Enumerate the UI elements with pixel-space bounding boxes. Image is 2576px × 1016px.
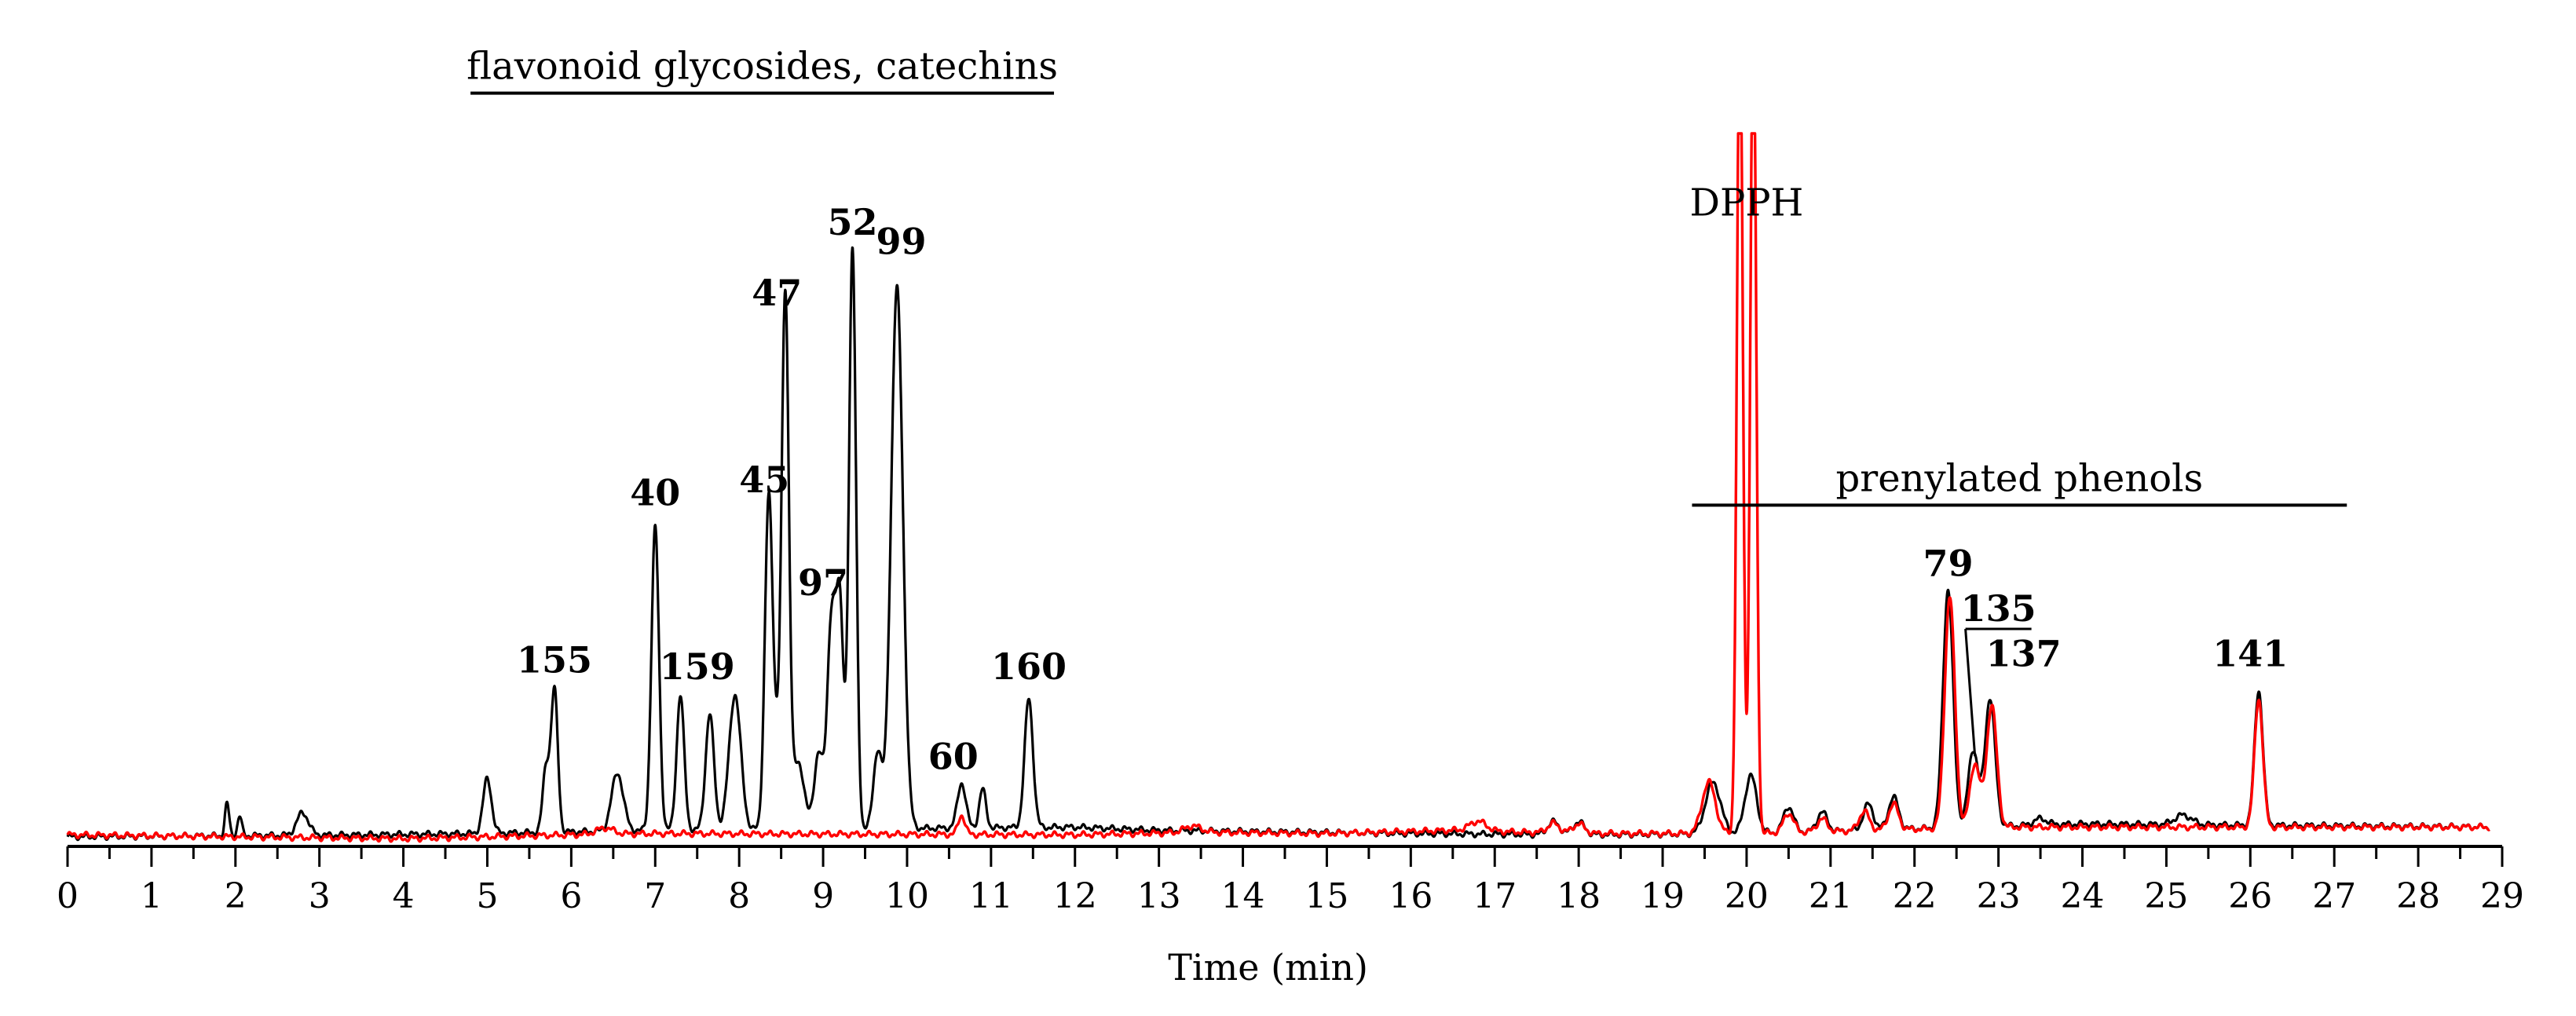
peak-label-159: 159 [660, 645, 735, 688]
x-axis: 0 1 2 3 4 5 6 7 8 9 10 11 12 13 14 15 16 17 18 19 20 21 22 23 24… [57, 845, 2524, 916]
x-tick-label: 21 [1809, 876, 1853, 916]
peak-label-135: 135 [1961, 587, 2036, 630]
x-tick-label: 25 [2144, 876, 2188, 916]
x-tick-label: 10 [885, 876, 929, 916]
peak-label-79: 79 [1923, 543, 1973, 585]
x-tick-label: 1 [141, 876, 163, 916]
x-tick-label: 8 [728, 876, 750, 916]
dpph-trace-line [66, 132, 2491, 843]
flavonoid-group-label: flavonoid glycosides, catechins [467, 45, 1058, 89]
x-tick-label: 29 [2480, 876, 2524, 916]
x-tick-label: 11 [969, 876, 1013, 916]
x-axis-label: Time (min) [1168, 946, 1368, 989]
x-tick-label: 2 [225, 876, 247, 916]
prenylated-group-label: prenylated phenols [1836, 456, 2204, 500]
x-tick-label: 22 [1893, 876, 1937, 916]
peak-label-141: 141 [2212, 632, 2288, 674]
x-tick-label: 12 [1053, 876, 1097, 916]
x-tick-label: 9 [812, 876, 834, 916]
x-tick-label: 15 [1304, 876, 1348, 916]
x-tick-label: 14 [1221, 876, 1265, 916]
peak-135-leader [1964, 628, 1977, 757]
x-tick-label: 24 [2061, 876, 2105, 916]
x-tick-label: 18 [1557, 876, 1601, 916]
x-tick-label: 4 [393, 876, 415, 916]
x-tick-label: 5 [476, 876, 498, 916]
peak-label-52: 52 [827, 201, 877, 243]
peak-label-99: 99 [876, 221, 926, 263]
peak-label-40: 40 [630, 471, 680, 513]
peak-label-155: 155 [517, 639, 592, 682]
x-tick-label: 0 [57, 876, 79, 916]
dpph-label: DPPH [1689, 181, 1803, 225]
annotation-layer: flavonoid glycosides, catechins prenylate… [467, 45, 2347, 507]
x-tick-label: 20 [1725, 876, 1769, 916]
x-tick-label: 23 [1977, 876, 2021, 916]
series-layer [66, 132, 2491, 843]
x-tick-label: 28 [2396, 876, 2440, 916]
x-tick-label: 7 [644, 876, 666, 916]
sample-trace-line [66, 246, 2490, 842]
peak-label-160: 160 [991, 645, 1067, 688]
x-tick-label: 6 [560, 876, 582, 916]
x-tick-label: 3 [309, 876, 331, 916]
peak-label-45: 45 [739, 459, 789, 501]
x-tick-label: 19 [1641, 876, 1685, 916]
peak-label-97: 97 [798, 561, 848, 604]
peak-label-137: 137 [1986, 632, 2062, 674]
peak-label-60: 60 [928, 736, 979, 778]
x-tick-label: 27 [2312, 876, 2356, 916]
x-tick-label: 26 [2228, 876, 2272, 916]
x-tick-label: 17 [1473, 876, 1517, 916]
x-tick-label: 13 [1137, 876, 1181, 916]
peak-label-47: 47 [752, 272, 802, 314]
x-tick-label: 16 [1389, 876, 1433, 916]
